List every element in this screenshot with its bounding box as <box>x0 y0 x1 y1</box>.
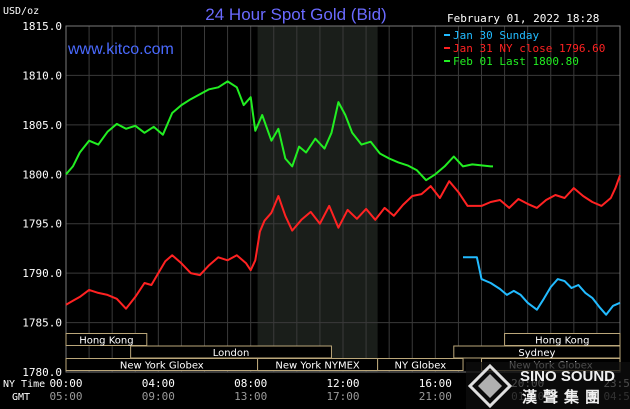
session-box <box>65 333 148 346</box>
gmt-tick-label: 21:00 <box>419 390 452 403</box>
logo-text: SINO SOUND <box>520 368 615 385</box>
y-tick-label: 1790.0 <box>22 267 62 280</box>
y-tick-label: 1800.0 <box>22 168 62 181</box>
legend-marker-feb01 <box>444 60 450 62</box>
chart-title: 24 Hour Spot Gold (Bid) <box>205 5 386 24</box>
legend-jan30: Jan 30 Sunday <box>453 29 539 42</box>
ny-time-label: NY Time <box>3 379 45 390</box>
ny-time-tick-label: 16:00 <box>419 377 452 390</box>
ny-time-tick-label: 04:00 <box>142 377 175 390</box>
session-label: New York NYMEX <box>275 361 360 372</box>
session-label: Hong Kong <box>79 336 133 347</box>
session-label: Hong Kong <box>535 336 589 347</box>
session-box <box>377 358 464 371</box>
logo-diamond-icon <box>467 363 513 409</box>
session-label: Sydney <box>518 348 555 359</box>
logo-diamond-inner-icon <box>478 374 502 398</box>
gmt-tick-label: 13:00 <box>234 390 267 403</box>
y-tick-label: 1805.0 <box>22 119 62 132</box>
y-tick-label: 1815.0 <box>22 20 62 33</box>
gmt-tick-label: 17:00 <box>326 390 359 403</box>
gmt-tick-label: 09:00 <box>142 390 175 403</box>
y-tick-label: 1810.0 <box>22 69 62 82</box>
series-line-1 <box>65 174 621 310</box>
ny-time-tick-label: 08:00 <box>234 377 267 390</box>
y-tick-label: 1795.0 <box>22 218 62 231</box>
gmt-tick-label: 05:00 <box>49 390 82 403</box>
website-link[interactable]: www.kitco.com <box>67 41 174 58</box>
ny-time-tick-label: 00:00 <box>49 377 82 390</box>
legend-marker-jan31 <box>444 47 450 49</box>
legend-marker-jan30 <box>444 34 450 36</box>
series-line-0 <box>463 256 621 316</box>
y-tick-label: 1785.0 <box>22 317 62 330</box>
nymex-shaded-region <box>257 26 378 372</box>
logo-chinese-text: 漢聲集團 <box>522 388 606 406</box>
legend: Jan 30 Sunday Jan 31 NY close 1796.60 Fe… <box>444 29 605 68</box>
series-line-2 <box>65 80 493 182</box>
unit-label: USD/oz <box>3 6 39 17</box>
session-label: London <box>213 348 250 359</box>
gmt-label: GMT <box>12 392 30 403</box>
y-tick-label: 1780.0 <box>22 366 62 379</box>
ny-time-tick-label: 12:00 <box>326 377 359 390</box>
sino-sound-logo: SINO SOUND 漢聲集團 <box>466 362 630 409</box>
timestamp: February 01, 2022 18:28 <box>447 12 599 25</box>
legend-feb01: Feb 01 Last 1800.80 <box>453 55 579 68</box>
session-label: New York Globex <box>120 361 204 372</box>
plot-frame <box>65 25 621 373</box>
legend-jan31: Jan 31 NY close 1796.60 <box>453 42 605 55</box>
session-label: NY Globex <box>395 361 447 372</box>
